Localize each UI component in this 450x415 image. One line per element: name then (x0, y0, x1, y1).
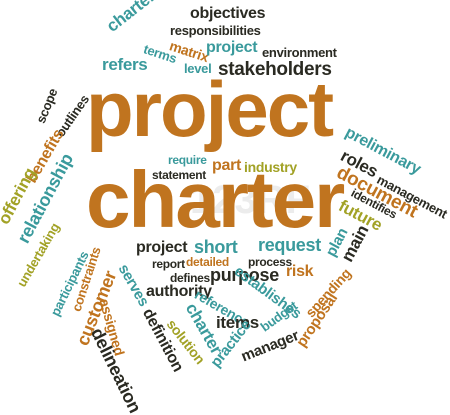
word-request: request (258, 235, 321, 255)
word-purpose: purpose (210, 265, 279, 285)
word-environment: environment (262, 45, 337, 60)
word-defines: defines (170, 271, 210, 285)
word-part: part (212, 157, 242, 174)
word-risk: risk (286, 263, 314, 280)
word-report: report (152, 257, 185, 271)
word-industry: industry (244, 159, 297, 175)
word-refers: refers (102, 55, 148, 74)
word-responsibilities: responsibilities (170, 23, 261, 38)
word-statement: statement (152, 168, 206, 182)
word-detailed: detailed (186, 255, 229, 269)
word-short: short (194, 237, 238, 257)
word-charter-top: charter (102, 0, 159, 36)
word-process: process (248, 255, 292, 269)
word-project-mid: project (136, 239, 188, 256)
word-require: require (168, 153, 207, 167)
word-stakeholders: stakeholders (218, 59, 332, 80)
watermark: 123RF (190, 178, 311, 222)
word-authority: authority (146, 283, 212, 300)
word-level: level (184, 61, 212, 76)
word-project-main: project (86, 65, 334, 153)
word-charter-main: charter (86, 155, 345, 244)
word-project-top: project (206, 39, 258, 56)
word-scope: scope (33, 86, 61, 126)
word-items: items (216, 313, 259, 332)
word-objectives: objectives (190, 5, 266, 22)
